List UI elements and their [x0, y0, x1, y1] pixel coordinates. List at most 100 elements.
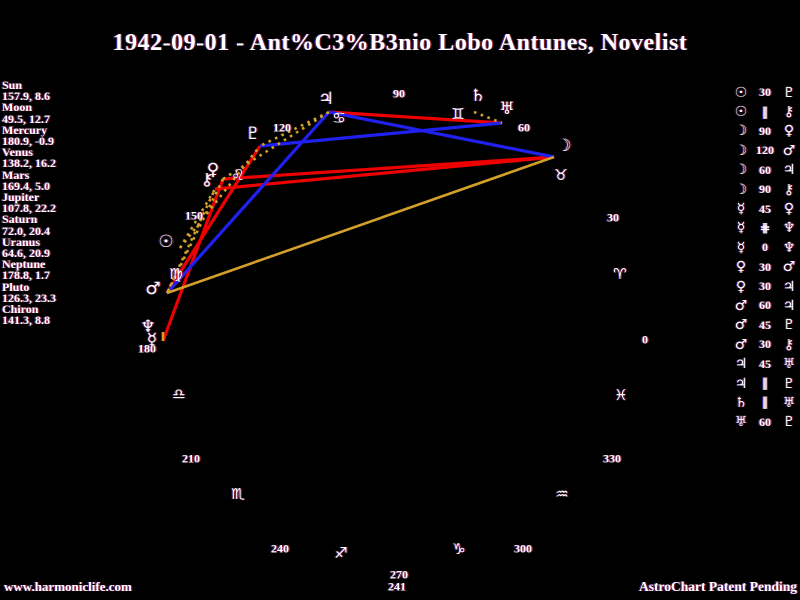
planet-glyph-sun: ☉ — [158, 232, 174, 252]
aspect-planet2-glyph: ⚷ — [783, 336, 795, 353]
aspect-angle: ∥ — [762, 395, 768, 410]
planet-glyph-pluto: ♇ — [245, 124, 261, 144]
aspect-angle: 60 — [759, 162, 771, 177]
sign-glyph-gemini: ♊ — [451, 105, 465, 123]
degree-label-180: 180 — [138, 341, 156, 356]
chart-title: 1942-09-01 - Ant%C3%B3nio Lobo Antunes, … — [112, 30, 688, 56]
aspect-angle: 45 — [759, 201, 771, 216]
planet-glyph-neptune: ♆ — [140, 317, 156, 337]
aspect-planet1-glyph: ☽ — [734, 162, 748, 179]
planet-name-pluto: Pluto — [2, 279, 30, 294]
aspect-angle: 30 — [759, 279, 771, 294]
aspect-angle: 120 — [756, 143, 774, 158]
aspect-line-jupiter-pluto — [259, 110, 330, 148]
planet-values-pluto: 126.3, 23.3 — [2, 290, 56, 305]
sign-glyph-virgo: ♍ — [169, 265, 183, 283]
aspect-planet1-glyph: ♀ — [735, 259, 747, 276]
aspect-line-moon-mars — [166, 155, 555, 295]
aspect-row-3: ☽ 90 ♀ — [732, 122, 798, 141]
planet-name-mercury: Mercury — [2, 122, 48, 137]
aspect-planet2-glyph: ♇ — [782, 414, 796, 431]
degree-label-150: 150 — [185, 208, 203, 223]
aspect-angle: 0 — [762, 240, 768, 255]
aspect-row-7: ☿ 45 ♀ — [732, 199, 798, 218]
degree-label-60: 60 — [518, 120, 530, 135]
sign-glyph-leo: ♌ — [231, 166, 245, 184]
aspect-row-2: ☉ ∥ ⚷ — [732, 102, 798, 121]
aspect-planet1-glyph: ☿ — [736, 220, 746, 237]
aspect-row-5: ☽ 60 ♃ — [732, 161, 798, 180]
aspect-planet1-glyph: ☽ — [734, 181, 748, 198]
planet-glyph-uranus: ♅ — [499, 99, 515, 119]
aspect-line-sun-pluto — [178, 145, 262, 249]
degree-label-240: 240 — [271, 541, 289, 556]
degree-label-300: 300 — [514, 541, 532, 556]
aspect-planet2-glyph: ⚷ — [783, 181, 795, 198]
aspect-row-13: ♂ 45 ♇ — [732, 316, 798, 335]
sign-glyph-aries: ♈ — [613, 265, 627, 283]
aspect-angle: 30 — [759, 259, 771, 274]
aspect-angle: 90 — [759, 182, 771, 197]
degree-label-120: 120 — [273, 120, 291, 135]
degree-label-0: 0 — [642, 332, 648, 347]
sign-glyph-sagittarius: ♐ — [334, 544, 348, 562]
aspect-angle: ∥ — [762, 104, 768, 119]
aspect-planet1-glyph: ♀ — [735, 278, 747, 295]
aspect-angle: 30 — [759, 337, 771, 352]
aspect-planet2-glyph: ♃ — [782, 297, 796, 314]
degree-label-241: 241 — [388, 579, 406, 594]
aspect-planet1-glyph: ♂ — [734, 336, 748, 353]
planet-values-saturn: 72.0, 20.4 — [2, 223, 50, 238]
aspect-planet1-glyph: ♂ — [734, 297, 748, 314]
degree-label-270: 270 — [390, 567, 408, 582]
aspect-planet1-glyph: ☿ — [736, 239, 746, 256]
aspect-planet1-glyph: ♂ — [734, 317, 748, 334]
planet-glyph-venus: ♀ — [206, 160, 220, 180]
planet-table: Sun 157.9, 8.6 Moon 49.5, 12.7 Mercury 180.9,… — [2, 78, 56, 328]
aspect-row-16: ♃ ∥ ♇ — [732, 374, 798, 393]
aspect-planet2-glyph: ♇ — [782, 84, 796, 101]
planet-values-neptune: 178.8, 1.7 — [2, 268, 50, 283]
planet-values-mercury: 180.9, -0.9 — [2, 134, 54, 149]
degree-label-210: 210 — [182, 451, 200, 466]
aspect-planet1-glyph: ♅ — [734, 414, 748, 431]
planet-name-venus: Venus — [2, 145, 33, 160]
aspect-planet1-glyph: ☽ — [734, 142, 748, 159]
aspect-planet1-glyph: ♃ — [734, 356, 748, 373]
degree-label-330: 330 — [603, 451, 621, 466]
aspect-planet2-glyph: ♀ — [783, 123, 795, 140]
planet-name-mars: Mars — [2, 167, 30, 182]
planet-name-chiron: Chiron — [2, 302, 39, 317]
planet-glyph-jupiter: ♃ — [318, 89, 334, 109]
planet-values-sun: 157.9, 8.6 — [2, 89, 50, 104]
aspect-row-1: ☉ 30 ♇ — [732, 83, 798, 102]
aspect-angle: 90 — [759, 123, 771, 138]
planet-name-sun: Sun — [2, 78, 23, 92]
aspect-row-10: ♀ 30 ♂ — [732, 258, 798, 277]
aspect-planet2-glyph: ♅ — [782, 356, 796, 373]
aspect-planet2-glyph: ♆ — [782, 239, 796, 256]
aspect-planet1-glyph: ☉ — [734, 104, 748, 121]
aspect-row-4: ☽ 120 ♂ — [732, 141, 798, 160]
aspect-row-6: ☽ 90 ⚷ — [732, 180, 798, 199]
aspect-angle: ⋕ — [759, 220, 771, 235]
planet-name-neptune: Neptune — [2, 257, 46, 272]
aspect-row-11: ♀ 30 ♃ — [732, 277, 798, 296]
planet-values-moon: 49.5, 12.7 — [2, 111, 50, 126]
degree-label-30: 30 — [607, 210, 619, 225]
aspect-angle: 45 — [759, 356, 771, 371]
aspect-row-12: ♂ 60 ♃ — [732, 296, 798, 315]
aspect-angle: ∥ — [762, 376, 768, 391]
planet-values-chiron: 141.3, 8.8 — [2, 313, 50, 328]
sign-glyph-pisces: ♓ — [614, 386, 628, 404]
aspect-row-15: ♃ 45 ♅ — [732, 354, 798, 373]
aspect-planet2-glyph: ♅ — [782, 394, 796, 411]
aspect-line-moon-chiron — [214, 155, 555, 191]
aspect-planet2-glyph: ♃ — [782, 162, 796, 179]
aspect-line-uranus-pluto — [259, 121, 503, 148]
aspect-planet1-glyph: ♄ — [734, 394, 748, 411]
sign-glyph-cancer: ♋ — [332, 109, 346, 127]
sign-glyph-libra: ♎ — [172, 385, 186, 403]
